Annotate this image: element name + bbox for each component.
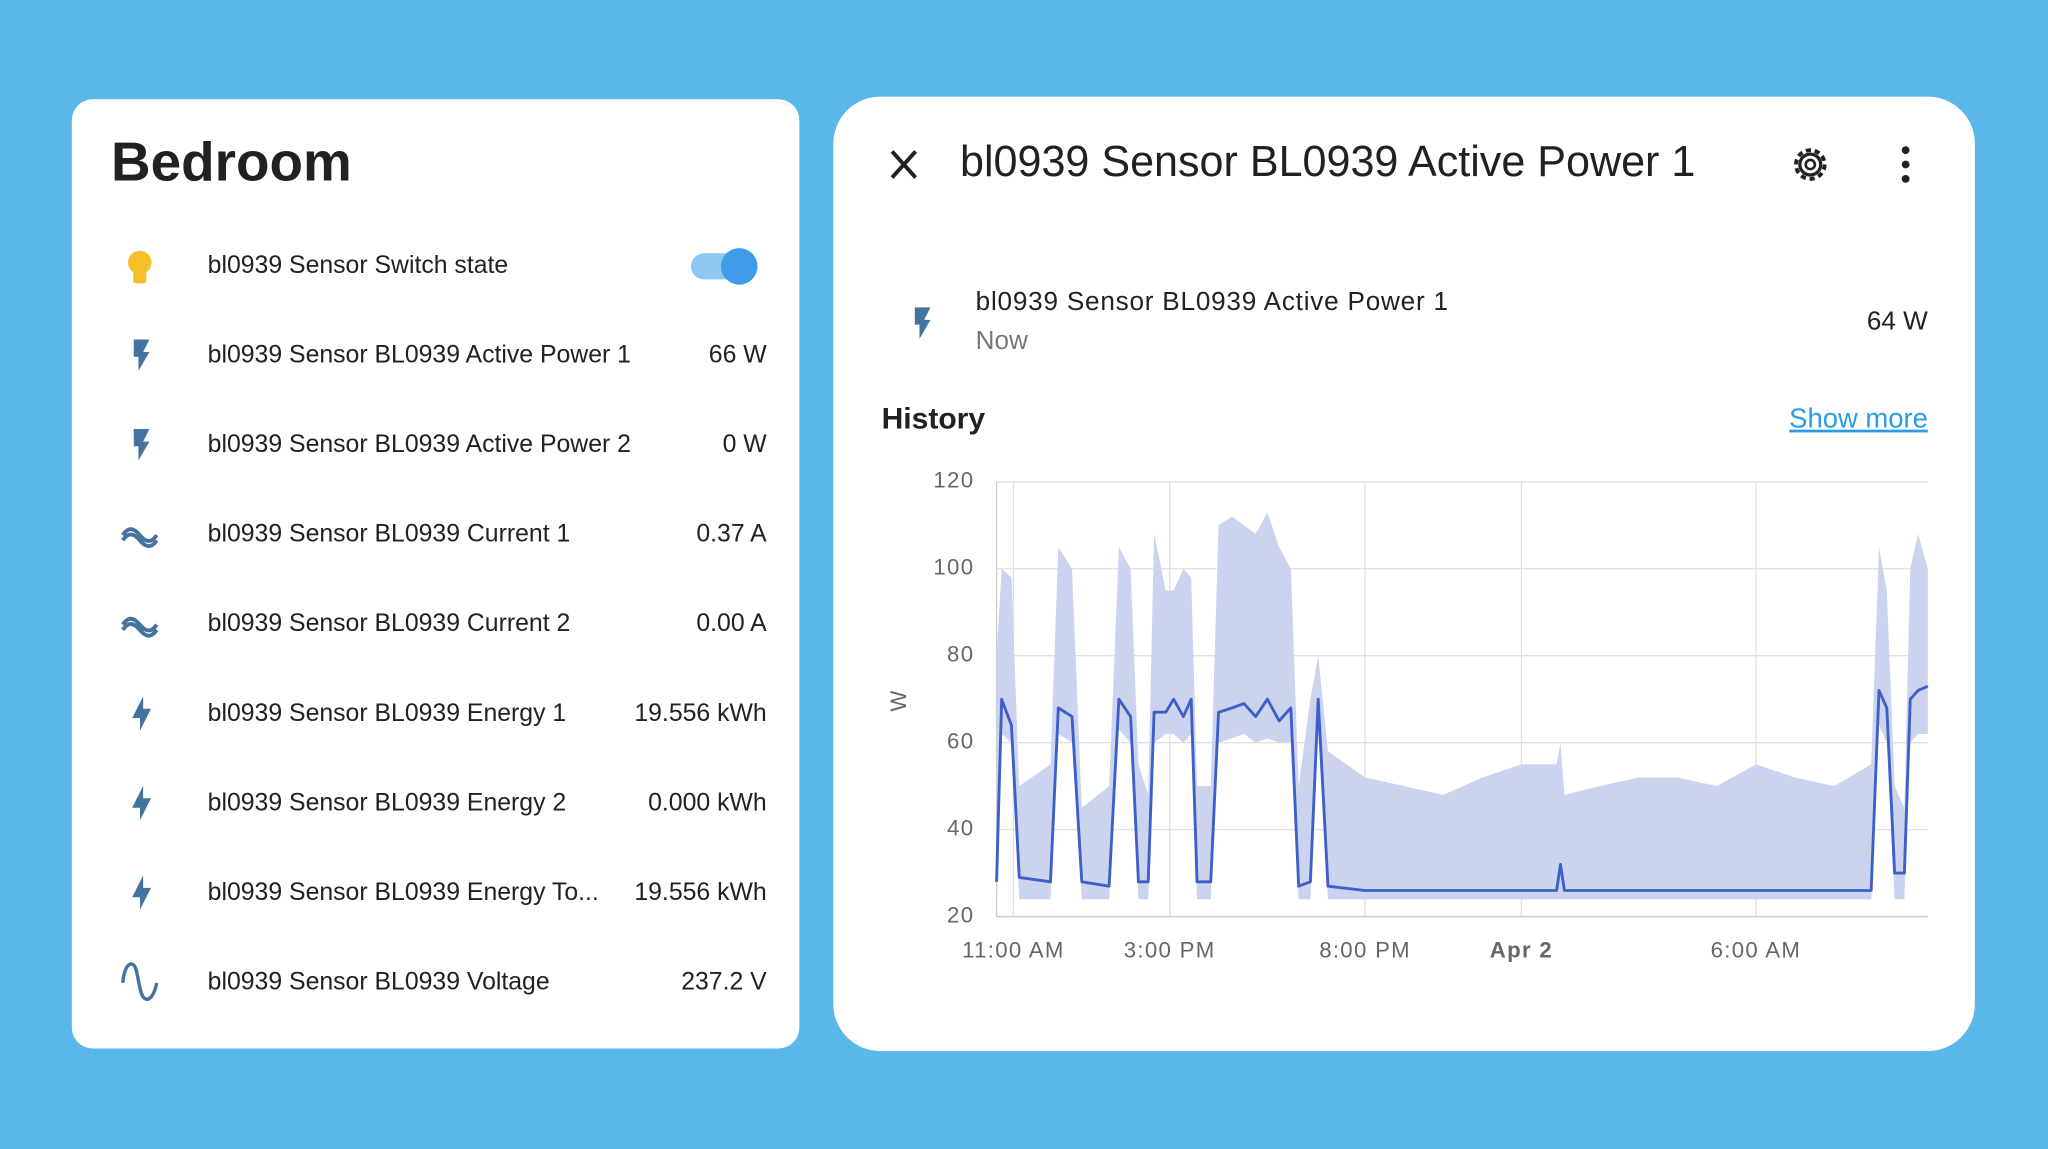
x-tick-label: 6:00 AM	[1711, 938, 1802, 963]
x-tick-label: 8:00 PM	[1319, 938, 1411, 963]
entity-icon	[121, 527, 159, 549]
bulb-icon	[128, 250, 152, 284]
entity-name: bl0939 Sensor BL0939 Energy To...	[208, 879, 599, 906]
entity-icon	[132, 875, 151, 910]
entity-icon	[121, 962, 159, 1001]
y-tick-label: 80	[947, 642, 974, 667]
card-title: Bedroom	[111, 130, 352, 192]
entity-name: bl0939 Sensor BL0939 Active Power 1	[208, 341, 631, 368]
entity-icon	[914, 307, 931, 339]
entity-name: bl0939 Sensor BL0939 Energy 1	[208, 700, 567, 727]
entity-name: bl0939 Sensor BL0939 Active Power 2	[208, 431, 631, 458]
dialog-title: bl0939 Sensor BL0939 Active Power 1	[960, 138, 1695, 186]
entity-name: bl0939 Sensor BL0939 Voltage	[208, 968, 550, 995]
entities-card	[71, 99, 800, 1049]
y-tick-label: 20	[947, 902, 974, 927]
rows: bl0939 Sensor Switch state bl0939 Sensor …	[121, 252, 768, 1001]
y-tick-label: 60	[947, 729, 974, 754]
min-max-band	[996, 512, 1928, 908]
entity-icon	[132, 785, 151, 821]
entity-icon	[121, 616, 159, 638]
entity-value: 64 W	[1867, 305, 1928, 335]
entity-icon	[133, 429, 150, 461]
entity-name: bl0939 Sensor Switch state	[208, 252, 509, 279]
entity-value: 0.37 A	[696, 521, 767, 548]
y-axis-label: W	[886, 691, 911, 712]
history-label: History	[882, 402, 986, 435]
entity-name: bl0939 Sensor BL0939 Energy 2	[208, 789, 567, 816]
y-tick-label: 40	[947, 815, 974, 840]
entity-value: 0 W	[723, 431, 768, 458]
menu-button[interactable]	[1901, 146, 1910, 183]
x-tick-label: 3:00 PM	[1124, 938, 1216, 963]
mean-line	[995, 684, 1929, 892]
history-chart: 20 40 60 80 100 120 11:00 AM 3:00 PM 8:00 PM Apr …	[933, 468, 1929, 963]
y-tick-label: 120	[933, 468, 974, 493]
show-more-link[interactable]: Show more	[1789, 403, 1928, 434]
entity-name: bl0939 Sensor BL0939 Current 2	[208, 610, 571, 637]
entity-name: bl0939 Sensor BL0939 Current 1	[208, 521, 571, 548]
entity-value: 0.000 kWh	[648, 789, 767, 816]
x-tick-label: Apr 2	[1490, 938, 1553, 963]
entity-time: Now	[976, 325, 1028, 355]
entity-icon	[133, 339, 150, 371]
x-tick-label: 11:00 AM	[962, 938, 1065, 963]
entity-value: 66 W	[709, 341, 767, 368]
y-tick-label: 100	[933, 555, 974, 580]
entity-value: 19.556 kWh	[634, 879, 766, 906]
entity-value: 237.2 V	[681, 968, 767, 995]
close-button[interactable]	[890, 150, 918, 179]
entity-icon	[132, 696, 151, 731]
toggle[interactable]	[690, 248, 758, 285]
entity-name: bl0939 Sensor BL0939 Active Power 1	[976, 286, 1449, 316]
entity-value: 0.00 A	[696, 610, 767, 637]
settings-button[interactable]	[1793, 148, 1827, 181]
entity-value: 19.556 kWh	[634, 700, 766, 727]
